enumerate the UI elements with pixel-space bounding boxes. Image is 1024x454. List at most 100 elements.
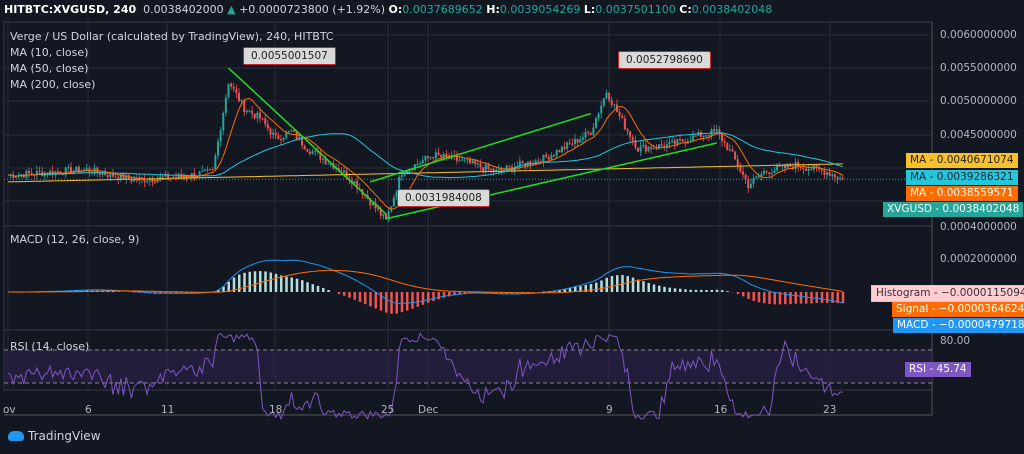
candle-body [700,132,702,137]
candle-body [392,197,395,207]
candle-body [626,129,629,132]
symbol-header: HITBTC:XVGUSD, 240 0.0038402000 ▲ +0.000… [4,3,772,16]
candle-body [382,214,385,216]
histogram-bar [369,292,372,307]
histogram-bar [689,289,692,292]
candle-body [495,169,498,172]
rsi-tag: RSI - 45.74 [905,362,971,377]
candle-body [240,100,243,102]
histogram-bar [595,282,598,292]
histogram-bar [784,292,787,305]
candle-body [329,163,332,165]
candle-body [631,137,634,141]
histogram-bar [458,292,461,295]
candle-body [828,172,831,176]
histogram-bar [463,292,467,294]
candle-body [794,162,797,170]
histogram-bar [558,289,561,292]
candle-body [702,135,705,137]
histogram-bar [836,292,839,304]
candle-body [479,163,482,168]
candle-body [440,154,443,157]
candle-body [742,171,744,175]
histogram-bar [112,291,115,292]
candle-body [272,132,275,135]
legend-ma50: MA (50, close) [10,62,89,75]
candle-body [492,168,495,172]
candle-body [238,92,240,102]
histogram-bar [222,286,225,292]
histogram-tag: Histogram - −0.0000115094 [871,285,1024,302]
tag-label: RSI [909,363,927,375]
candle-body [823,170,826,175]
histogram-bar [364,292,367,305]
candle-body [773,170,776,174]
histogram-bar [726,291,729,292]
histogram-bar [385,292,388,313]
histogram-bar [353,292,356,300]
histogram-bar [316,285,320,292]
histogram-bar [721,290,724,292]
candle-body [576,139,579,143]
triangle-up-icon: ▲ [227,3,236,16]
histogram-bar [243,272,246,292]
candle-body [718,129,721,134]
histogram-bar [232,277,236,292]
histogram-bar [705,290,708,292]
candle-body [537,160,540,162]
candle-body [566,142,569,149]
candle-body [826,172,828,175]
candle-body [287,131,290,133]
histogram-bar [264,271,267,292]
candle-body [770,173,773,175]
candle-body [314,150,317,152]
macd-tag: MACD - −0.0000479718 [893,318,1024,333]
candle-body [668,141,671,145]
tag-value: 0.0039286321 [936,171,1014,183]
ma200-tag: MA - 0.0040671074 [906,153,1018,168]
candle-body [807,169,810,171]
candle-body [694,135,697,137]
symbol: HITBTC:XVGUSD, 240 [4,3,137,16]
candle-body [177,174,180,178]
candle-body [214,155,217,170]
candle-body [799,166,802,169]
candle-body [130,179,133,182]
candle-body [681,139,684,142]
candle-body [70,167,72,174]
candle-body [639,146,642,152]
candle-body [112,172,114,177]
legend-ma10: MA (10, close) [10,46,89,59]
histogram-bar [668,287,671,292]
candle-body [230,83,233,87]
candle-body [558,150,561,153]
candle-body [340,170,343,173]
candle-body [778,165,781,167]
candle-body [395,191,398,198]
candle-body [608,92,611,101]
candle-body [534,160,537,164]
candle-body [219,130,222,142]
histogram-bar [138,292,141,293]
candle-body [621,116,624,119]
candle-body [476,163,479,165]
candle-body [371,202,374,206]
candle-body [379,209,382,216]
candle-body [104,172,107,176]
histogram-bar [280,275,283,292]
tradingview-logo[interactable]: TradingView [8,429,101,443]
histogram-bar [285,276,288,292]
histogram-bar [841,292,845,304]
candle-body [235,88,238,93]
rsi-line [7,332,843,421]
macd-tick: 0.0004000000 [940,221,1017,233]
candle-body [482,167,485,172]
candle-body [72,171,75,174]
ma50-line [7,132,843,179]
histogram-bar [337,292,341,294]
candle-body [133,179,135,182]
date-tick: ov [3,404,16,416]
candle-body [298,137,301,140]
tag-value: −0.0000364624 [938,303,1024,315]
